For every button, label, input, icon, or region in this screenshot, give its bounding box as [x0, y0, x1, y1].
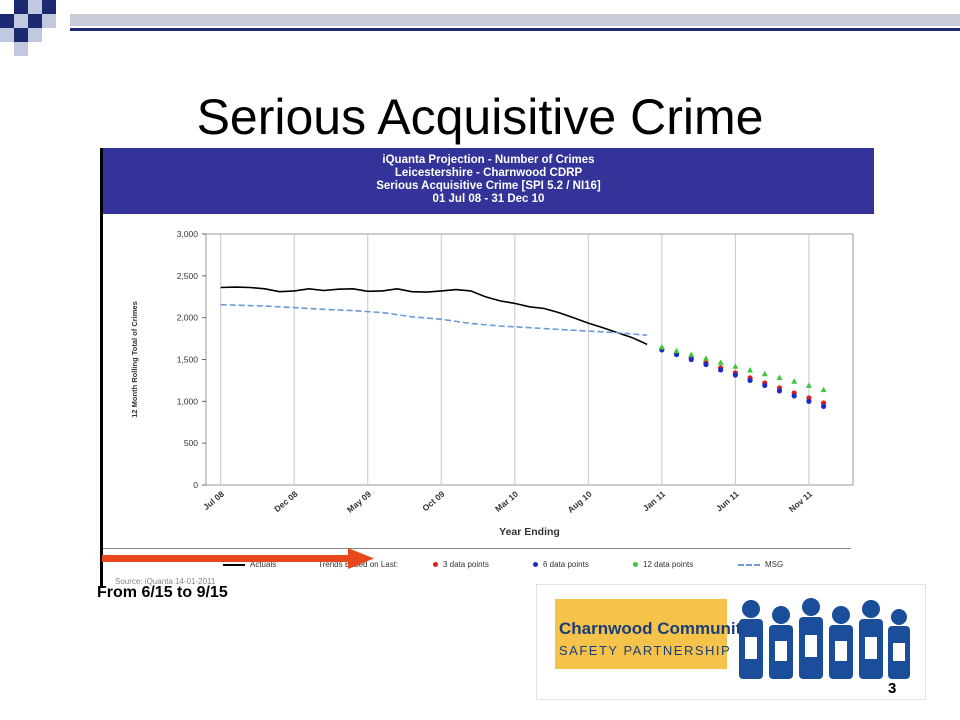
- chart-left-border: [100, 148, 103, 588]
- legend-msg-label: MSG: [765, 560, 784, 569]
- point-6-data-points: [791, 393, 797, 399]
- point-6-data-points: [820, 403, 827, 409]
- point-12-data-points: [776, 374, 783, 380]
- x-tick-label: Jan 11: [641, 489, 668, 514]
- slide-title: Serious Acquisitive Crime: [196, 89, 764, 145]
- banner-line-2: Leicestershire - Charnwood CDRP: [394, 167, 583, 179]
- point-12-data-points: [791, 378, 798, 384]
- point-12-data-points: [688, 351, 695, 357]
- legend-12pts-swatch: [633, 562, 638, 567]
- y-tick-label: 500: [184, 438, 198, 448]
- legend-6pts: 6 data points: [533, 560, 589, 569]
- legend-12pts: 12 data points: [633, 560, 693, 569]
- x-tick-label: Mar 10: [493, 489, 520, 514]
- point-6-data-points: [762, 382, 768, 389]
- y-tick-label: 2,500: [177, 271, 199, 281]
- point-6-data-points: [806, 398, 812, 404]
- point-6-data-points: [747, 377, 753, 384]
- point-12-data-points: [805, 382, 812, 388]
- x-tick-label: Jul 08: [201, 489, 226, 512]
- chart-plot: Jul 08 Dec 08 May 09 Oct 09 Mar 10 Aug 10 Jan …: [130, 229, 854, 538]
- point-12-data-points: [673, 347, 680, 354]
- x-tick-label: Dec 08: [272, 489, 300, 514]
- plot-area: [205, 233, 854, 486]
- banner-line-1: iQuanta Projection - Number of Crimes: [382, 154, 595, 166]
- legend-12pts-label: 12 data points: [643, 560, 694, 569]
- y-tick-label: 3,000: [177, 229, 199, 239]
- legend-3pts: 3 data points: [433, 560, 489, 569]
- series-msg-line: [220, 303, 648, 336]
- point-12-data-points: [747, 366, 754, 373]
- legend-msg: MSG: [738, 560, 783, 569]
- point-6-data-points: [688, 356, 694, 363]
- point-6-data-points: [703, 361, 709, 368]
- charnwood-logo: Charnwood Community SAFETY PARTNERSHIP: [536, 584, 926, 700]
- chart-image: iQuanta Projection - Number of Crimes Le…: [100, 148, 874, 588]
- x-tick-label: Jun 11: [714, 489, 741, 514]
- y-axis-label: 12 Month Rolling Total of Crimes: [130, 301, 139, 418]
- y-tick-label: 1,000: [177, 396, 199, 406]
- banner-line-3: Serious Acquisitive Crime [SPI 5.2 / NI1…: [376, 180, 601, 192]
- chart-source: Source: iQuanta 14-01-2011: [115, 577, 216, 586]
- logo-line-2: SAFETY PARTNERSHIP: [559, 643, 732, 658]
- point-6-data-points: [732, 372, 738, 378]
- date-range-caption: From 6/15 to 9/15: [97, 584, 228, 601]
- point-12-data-points: [658, 343, 665, 350]
- legend-3pts-swatch: [433, 562, 438, 567]
- point-12-data-points: [732, 363, 739, 369]
- point-12-data-points: [761, 370, 768, 377]
- point-6-data-points: [718, 367, 724, 373]
- y-tick-label: 0: [193, 480, 198, 490]
- legend-actuals-label: Actuals: [250, 560, 277, 569]
- y-tick-label: 2,000: [177, 313, 199, 323]
- series-actuals-line: [220, 286, 648, 346]
- people-figures-icon: [739, 598, 910, 679]
- chart-banner: iQuanta Projection - Number of Crimes Le…: [103, 148, 874, 214]
- point-6-data-points: [776, 388, 783, 394]
- x-axis-label: Year Ending: [499, 526, 560, 538]
- legend-actuals-swatch: [223, 563, 245, 566]
- legend-6pts-label: 6 data points: [543, 560, 589, 569]
- x-tick-label: May 09: [345, 489, 373, 515]
- point-12-data-points: [820, 386, 827, 393]
- slide-decoration: [0, 0, 960, 56]
- x-tick-label: Aug 10: [565, 489, 593, 515]
- x-tick-label: Nov 11: [787, 489, 815, 514]
- banner-line-4: 01 Jul 08 - 31 Dec 10: [432, 193, 545, 205]
- y-tick-label: 1,500: [177, 355, 199, 365]
- red-arrow: [102, 548, 374, 569]
- legend-msg-swatch: [738, 563, 760, 566]
- legend-6pts-swatch: [533, 562, 538, 567]
- point-12-data-points: [717, 359, 724, 365]
- legend-3pts-label: 3 data points: [443, 560, 489, 569]
- x-tick-label: Oct 09: [420, 489, 447, 514]
- logo-text-block: Charnwood Community SAFETY PARTNERSHIP: [555, 599, 751, 669]
- legend-actuals: Actuals: [223, 560, 276, 569]
- point-12-data-points: [702, 355, 709, 361]
- page-number: 3: [888, 680, 897, 697]
- logo-line-1: Charnwood Community: [559, 619, 751, 638]
